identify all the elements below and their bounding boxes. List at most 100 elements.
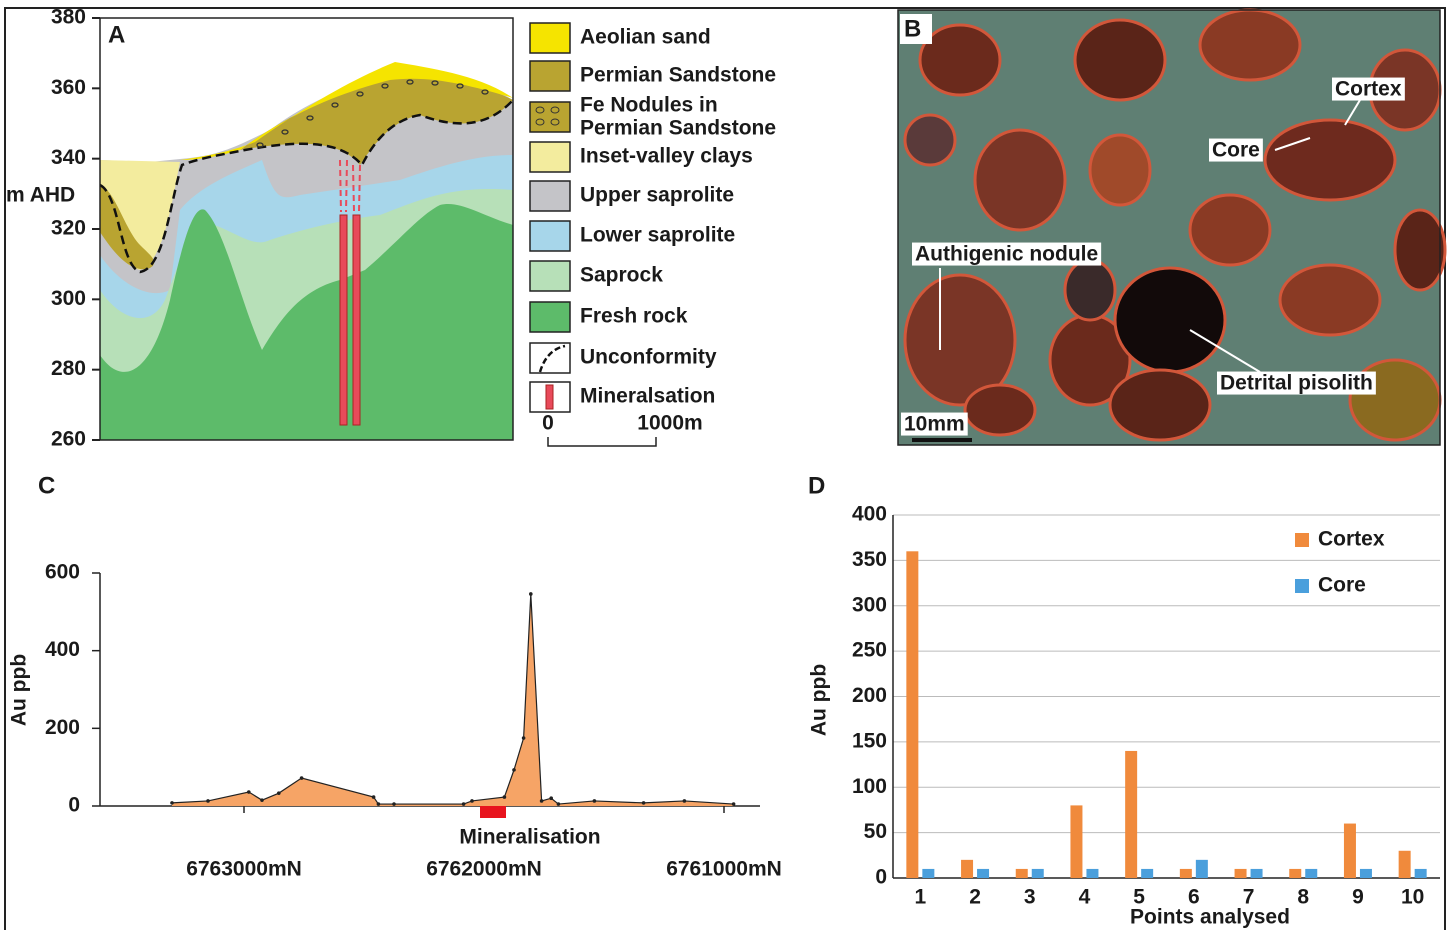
panel-label: C <box>38 472 55 499</box>
x-tick-label: 8 <box>1297 886 1309 909</box>
point <box>462 802 466 806</box>
legend-swatch <box>530 61 570 91</box>
y-tick-label: 0 <box>68 794 80 817</box>
bar <box>922 869 934 878</box>
legend-swatch <box>530 23 570 53</box>
scale-bar <box>548 437 656 446</box>
legend-label: Inset-valley clays <box>580 145 753 168</box>
point <box>277 791 281 795</box>
legend-swatch <box>530 261 570 291</box>
point <box>392 802 396 806</box>
legend-swatch <box>530 221 570 251</box>
panel-label: A <box>108 21 125 48</box>
point <box>503 795 507 799</box>
panel-label: D <box>808 472 825 499</box>
bar <box>1235 869 1247 878</box>
point <box>372 795 376 799</box>
y-tick-label: 350 <box>852 548 887 571</box>
annotation: 10mm <box>904 413 965 436</box>
bar <box>1032 869 1044 878</box>
mineralisation-icon <box>546 385 553 409</box>
y-tick-label: 200 <box>852 684 887 707</box>
point <box>549 796 553 800</box>
bar <box>1086 869 1098 878</box>
scale-bar <box>912 438 972 442</box>
point <box>593 799 597 803</box>
bar <box>1415 869 1427 878</box>
point <box>512 768 516 772</box>
legend-label: Permian Sandstone <box>580 117 776 140</box>
figure: A260280300320340360380m AHDAeolian sandP… <box>0 0 1448 930</box>
y-tick-label: 400 <box>45 638 80 661</box>
bar <box>961 860 973 878</box>
bar <box>977 869 989 878</box>
annotation: Mineralisation <box>459 826 600 849</box>
y-tick-label: 400 <box>852 503 887 526</box>
panel-label: B <box>904 15 921 42</box>
area <box>172 594 734 806</box>
legend-label: Mineralsation <box>580 385 715 408</box>
y-tick-label: 380 <box>51 6 86 29</box>
legend-swatch <box>530 102 570 132</box>
bar <box>1305 869 1317 878</box>
legend-label: Lower saprolite <box>580 224 735 247</box>
bar <box>1016 869 1028 878</box>
point <box>260 798 264 802</box>
legend-swatch <box>1295 533 1309 547</box>
x-tick-label: 6761000mN <box>666 858 782 881</box>
scale-label: 0 <box>542 412 554 435</box>
point <box>732 802 736 806</box>
x-tick-label: 6762000mN <box>426 858 542 881</box>
cross-section <box>100 18 513 440</box>
y-tick-label: 340 <box>51 146 86 169</box>
point <box>470 799 474 803</box>
area-outline <box>172 594 734 804</box>
scale-label: 1000m <box>637 412 702 435</box>
y-tick-label: 200 <box>45 716 80 739</box>
legend-swatch <box>1295 579 1309 593</box>
x-tick-label: 3 <box>1024 886 1036 909</box>
y-tick-label: 300 <box>51 287 86 310</box>
x-tick-label: 4 <box>1079 886 1091 909</box>
mineralisation-marker <box>480 806 506 818</box>
point <box>522 736 526 740</box>
legend-label: Core <box>1318 574 1366 597</box>
bar <box>1125 751 1137 878</box>
bar <box>1251 869 1263 878</box>
x-tick-label: 1 <box>915 886 927 909</box>
point <box>170 801 174 805</box>
annotation: Cortex <box>1335 78 1402 101</box>
y-tick-label: 360 <box>51 76 86 99</box>
bar <box>1360 869 1372 878</box>
legend-swatch <box>530 142 570 172</box>
y-tick-label: 280 <box>51 357 86 380</box>
point <box>683 799 687 803</box>
y-tick-label: 0 <box>875 866 887 889</box>
point <box>557 802 561 806</box>
mineralisation <box>340 215 347 425</box>
y-axis-label: Au ppb <box>808 664 831 736</box>
x-tick-label: 2 <box>969 886 981 909</box>
bar <box>906 551 918 878</box>
bar <box>1070 805 1082 878</box>
x-tick-label: 6763000mN <box>186 858 302 881</box>
point <box>529 592 533 596</box>
y-tick-label: 300 <box>852 593 887 616</box>
point <box>206 799 210 803</box>
y-tick-label: 100 <box>852 775 887 798</box>
annotation: Detrital pisolith <box>1220 372 1373 395</box>
annotation: Authigenic nodule <box>915 243 1098 266</box>
point <box>300 776 304 780</box>
point <box>377 802 381 806</box>
annotation: Core <box>1212 139 1260 162</box>
y-tick-label: 250 <box>852 639 887 662</box>
legend-label: Cortex <box>1318 528 1385 551</box>
x-tick-label: 10 <box>1401 886 1424 909</box>
legend-label: Fresh rock <box>580 305 688 328</box>
bar <box>1180 869 1192 878</box>
mineralisation <box>353 215 360 425</box>
bar <box>1399 851 1411 878</box>
point <box>540 799 544 803</box>
legend-label: Permian Sandstone <box>580 64 776 87</box>
legend-label: Upper saprolite <box>580 184 734 207</box>
